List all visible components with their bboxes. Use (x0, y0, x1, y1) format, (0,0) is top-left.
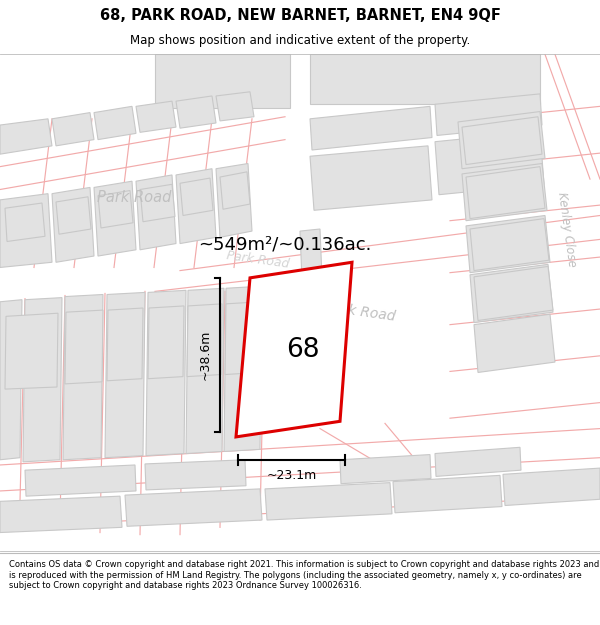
Polygon shape (458, 111, 545, 169)
Polygon shape (0, 194, 52, 268)
Polygon shape (52, 112, 94, 146)
Polygon shape (435, 94, 542, 136)
Text: ~23.1m: ~23.1m (266, 469, 317, 482)
Polygon shape (136, 175, 176, 250)
Polygon shape (265, 482, 392, 520)
Text: ~38.6m: ~38.6m (199, 329, 212, 380)
Polygon shape (236, 262, 352, 437)
Polygon shape (52, 188, 94, 262)
Polygon shape (503, 468, 600, 506)
Text: Park Road: Park Road (97, 191, 172, 206)
Polygon shape (462, 164, 547, 221)
Polygon shape (125, 489, 262, 526)
Polygon shape (0, 496, 122, 532)
Polygon shape (310, 146, 432, 210)
Polygon shape (107, 308, 143, 381)
Text: 68: 68 (286, 337, 319, 362)
Polygon shape (0, 300, 22, 460)
Polygon shape (136, 101, 176, 132)
Polygon shape (225, 302, 260, 374)
Text: Park Road: Park Road (226, 249, 290, 271)
Polygon shape (105, 292, 145, 458)
Polygon shape (186, 288, 224, 454)
Polygon shape (310, 106, 432, 150)
Polygon shape (393, 476, 502, 512)
Polygon shape (145, 460, 246, 490)
Polygon shape (300, 229, 322, 280)
Text: Kenley Close: Kenley Close (556, 191, 578, 268)
Polygon shape (470, 219, 549, 271)
Polygon shape (435, 131, 544, 195)
Polygon shape (216, 92, 254, 121)
Text: ~549m²/~0.136ac.: ~549m²/~0.136ac. (199, 236, 371, 254)
Polygon shape (155, 54, 290, 108)
Polygon shape (0, 119, 52, 154)
Polygon shape (340, 454, 431, 484)
Polygon shape (470, 264, 553, 322)
Polygon shape (224, 286, 262, 451)
Text: Park Road: Park Road (324, 301, 396, 324)
Polygon shape (176, 169, 216, 244)
Polygon shape (63, 294, 103, 460)
Polygon shape (94, 106, 136, 139)
Polygon shape (176, 96, 216, 128)
Polygon shape (94, 181, 136, 256)
Polygon shape (23, 298, 62, 462)
Text: 68, PARK ROAD, NEW BARNET, BARNET, EN4 9QF: 68, PARK ROAD, NEW BARNET, BARNET, EN4 9… (100, 8, 500, 22)
Polygon shape (216, 164, 252, 238)
Polygon shape (462, 117, 542, 164)
Polygon shape (65, 310, 103, 384)
Polygon shape (180, 178, 213, 216)
Polygon shape (148, 306, 184, 379)
Polygon shape (56, 197, 91, 234)
Polygon shape (187, 304, 222, 377)
Text: Contains OS data © Crown copyright and database right 2021. This information is : Contains OS data © Crown copyright and d… (9, 560, 599, 590)
Polygon shape (98, 191, 133, 228)
Polygon shape (220, 172, 250, 209)
Polygon shape (146, 291, 186, 456)
Polygon shape (310, 54, 540, 104)
Polygon shape (140, 184, 175, 222)
Polygon shape (5, 203, 45, 241)
Polygon shape (466, 216, 550, 272)
Polygon shape (435, 448, 521, 476)
Polygon shape (474, 314, 555, 372)
Polygon shape (466, 167, 545, 219)
Text: Map shows position and indicative extent of the property.: Map shows position and indicative extent… (130, 34, 470, 48)
Polygon shape (474, 266, 553, 321)
Polygon shape (25, 465, 136, 496)
Polygon shape (5, 313, 58, 389)
